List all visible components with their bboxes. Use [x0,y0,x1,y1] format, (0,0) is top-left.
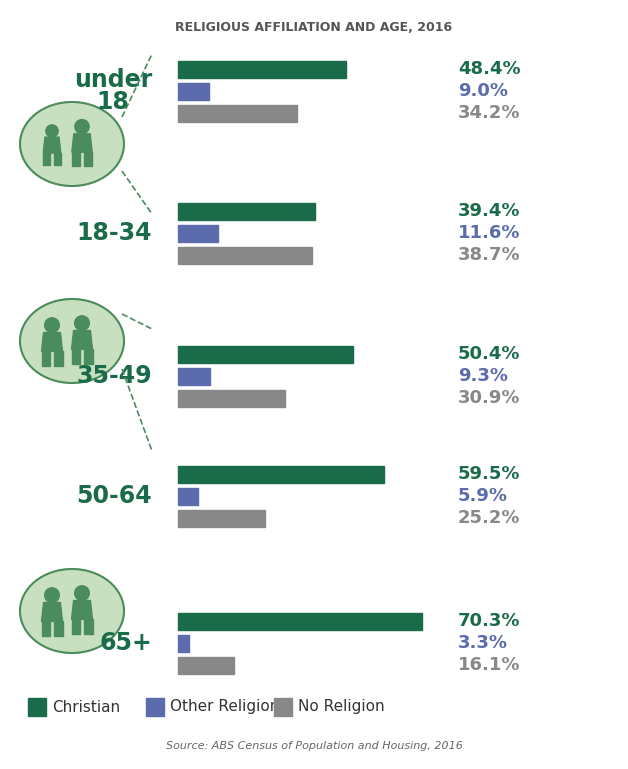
Ellipse shape [20,299,124,383]
Text: 9.3%: 9.3% [458,367,508,385]
Polygon shape [84,619,92,634]
FancyBboxPatch shape [178,247,312,264]
Ellipse shape [20,102,124,186]
Polygon shape [72,601,92,619]
Text: 59.5%: 59.5% [458,465,521,483]
Circle shape [75,586,89,601]
FancyBboxPatch shape [178,202,315,219]
Text: 50.4%: 50.4% [458,345,521,363]
FancyBboxPatch shape [178,612,422,630]
Text: 50-64: 50-64 [77,484,152,508]
Circle shape [46,125,58,137]
Text: 35-49: 35-49 [77,364,152,388]
Text: 25.2%: 25.2% [458,509,521,527]
Text: 48.4%: 48.4% [458,60,521,78]
Text: RELIGIOUS AFFILIATION AND AGE, 2016: RELIGIOUS AFFILIATION AND AGE, 2016 [175,21,453,34]
Polygon shape [41,332,63,351]
FancyBboxPatch shape [178,634,190,651]
Polygon shape [54,621,63,636]
Text: No Religion: No Religion [298,700,384,714]
FancyBboxPatch shape [178,105,296,122]
Circle shape [75,119,89,134]
Ellipse shape [20,569,124,653]
Polygon shape [54,351,63,366]
Text: 38.7%: 38.7% [458,246,521,264]
Text: Source: ABS Census of Population and Housing, 2016: Source: ABS Census of Population and Hou… [166,741,462,751]
Circle shape [45,588,60,602]
Polygon shape [72,152,80,166]
FancyBboxPatch shape [28,698,46,716]
FancyBboxPatch shape [178,368,210,384]
FancyBboxPatch shape [178,488,198,504]
FancyBboxPatch shape [146,698,164,716]
Text: 65+: 65+ [99,631,152,655]
Text: 39.4%: 39.4% [458,202,521,220]
Circle shape [45,318,60,332]
FancyBboxPatch shape [178,465,384,482]
FancyBboxPatch shape [178,61,346,78]
Text: 11.6%: 11.6% [458,224,521,242]
Text: 5.9%: 5.9% [458,487,508,505]
Polygon shape [72,331,92,349]
Text: 34.2%: 34.2% [458,104,521,122]
Text: Christian: Christian [52,700,120,714]
Text: 9.0%: 9.0% [458,82,508,100]
FancyBboxPatch shape [178,345,353,362]
Polygon shape [43,153,50,165]
Polygon shape [41,621,50,636]
Text: under
18: under 18 [73,68,152,114]
Text: 30.9%: 30.9% [458,389,521,407]
FancyBboxPatch shape [178,390,285,407]
FancyBboxPatch shape [274,698,292,716]
Polygon shape [84,349,92,364]
Text: 3.3%: 3.3% [458,634,508,652]
Polygon shape [41,602,63,621]
FancyBboxPatch shape [178,510,266,527]
FancyBboxPatch shape [178,82,209,99]
Polygon shape [72,619,80,634]
Polygon shape [41,351,50,366]
Polygon shape [84,152,92,166]
Polygon shape [72,349,80,364]
Text: Other Religions: Other Religions [170,700,288,714]
Polygon shape [54,153,61,165]
Circle shape [75,316,89,331]
FancyBboxPatch shape [178,225,218,241]
Text: 70.3%: 70.3% [458,612,521,630]
FancyBboxPatch shape [178,657,234,674]
Polygon shape [43,137,61,153]
Text: 18-34: 18-34 [77,221,152,245]
Text: 16.1%: 16.1% [458,656,521,674]
Polygon shape [72,134,92,152]
